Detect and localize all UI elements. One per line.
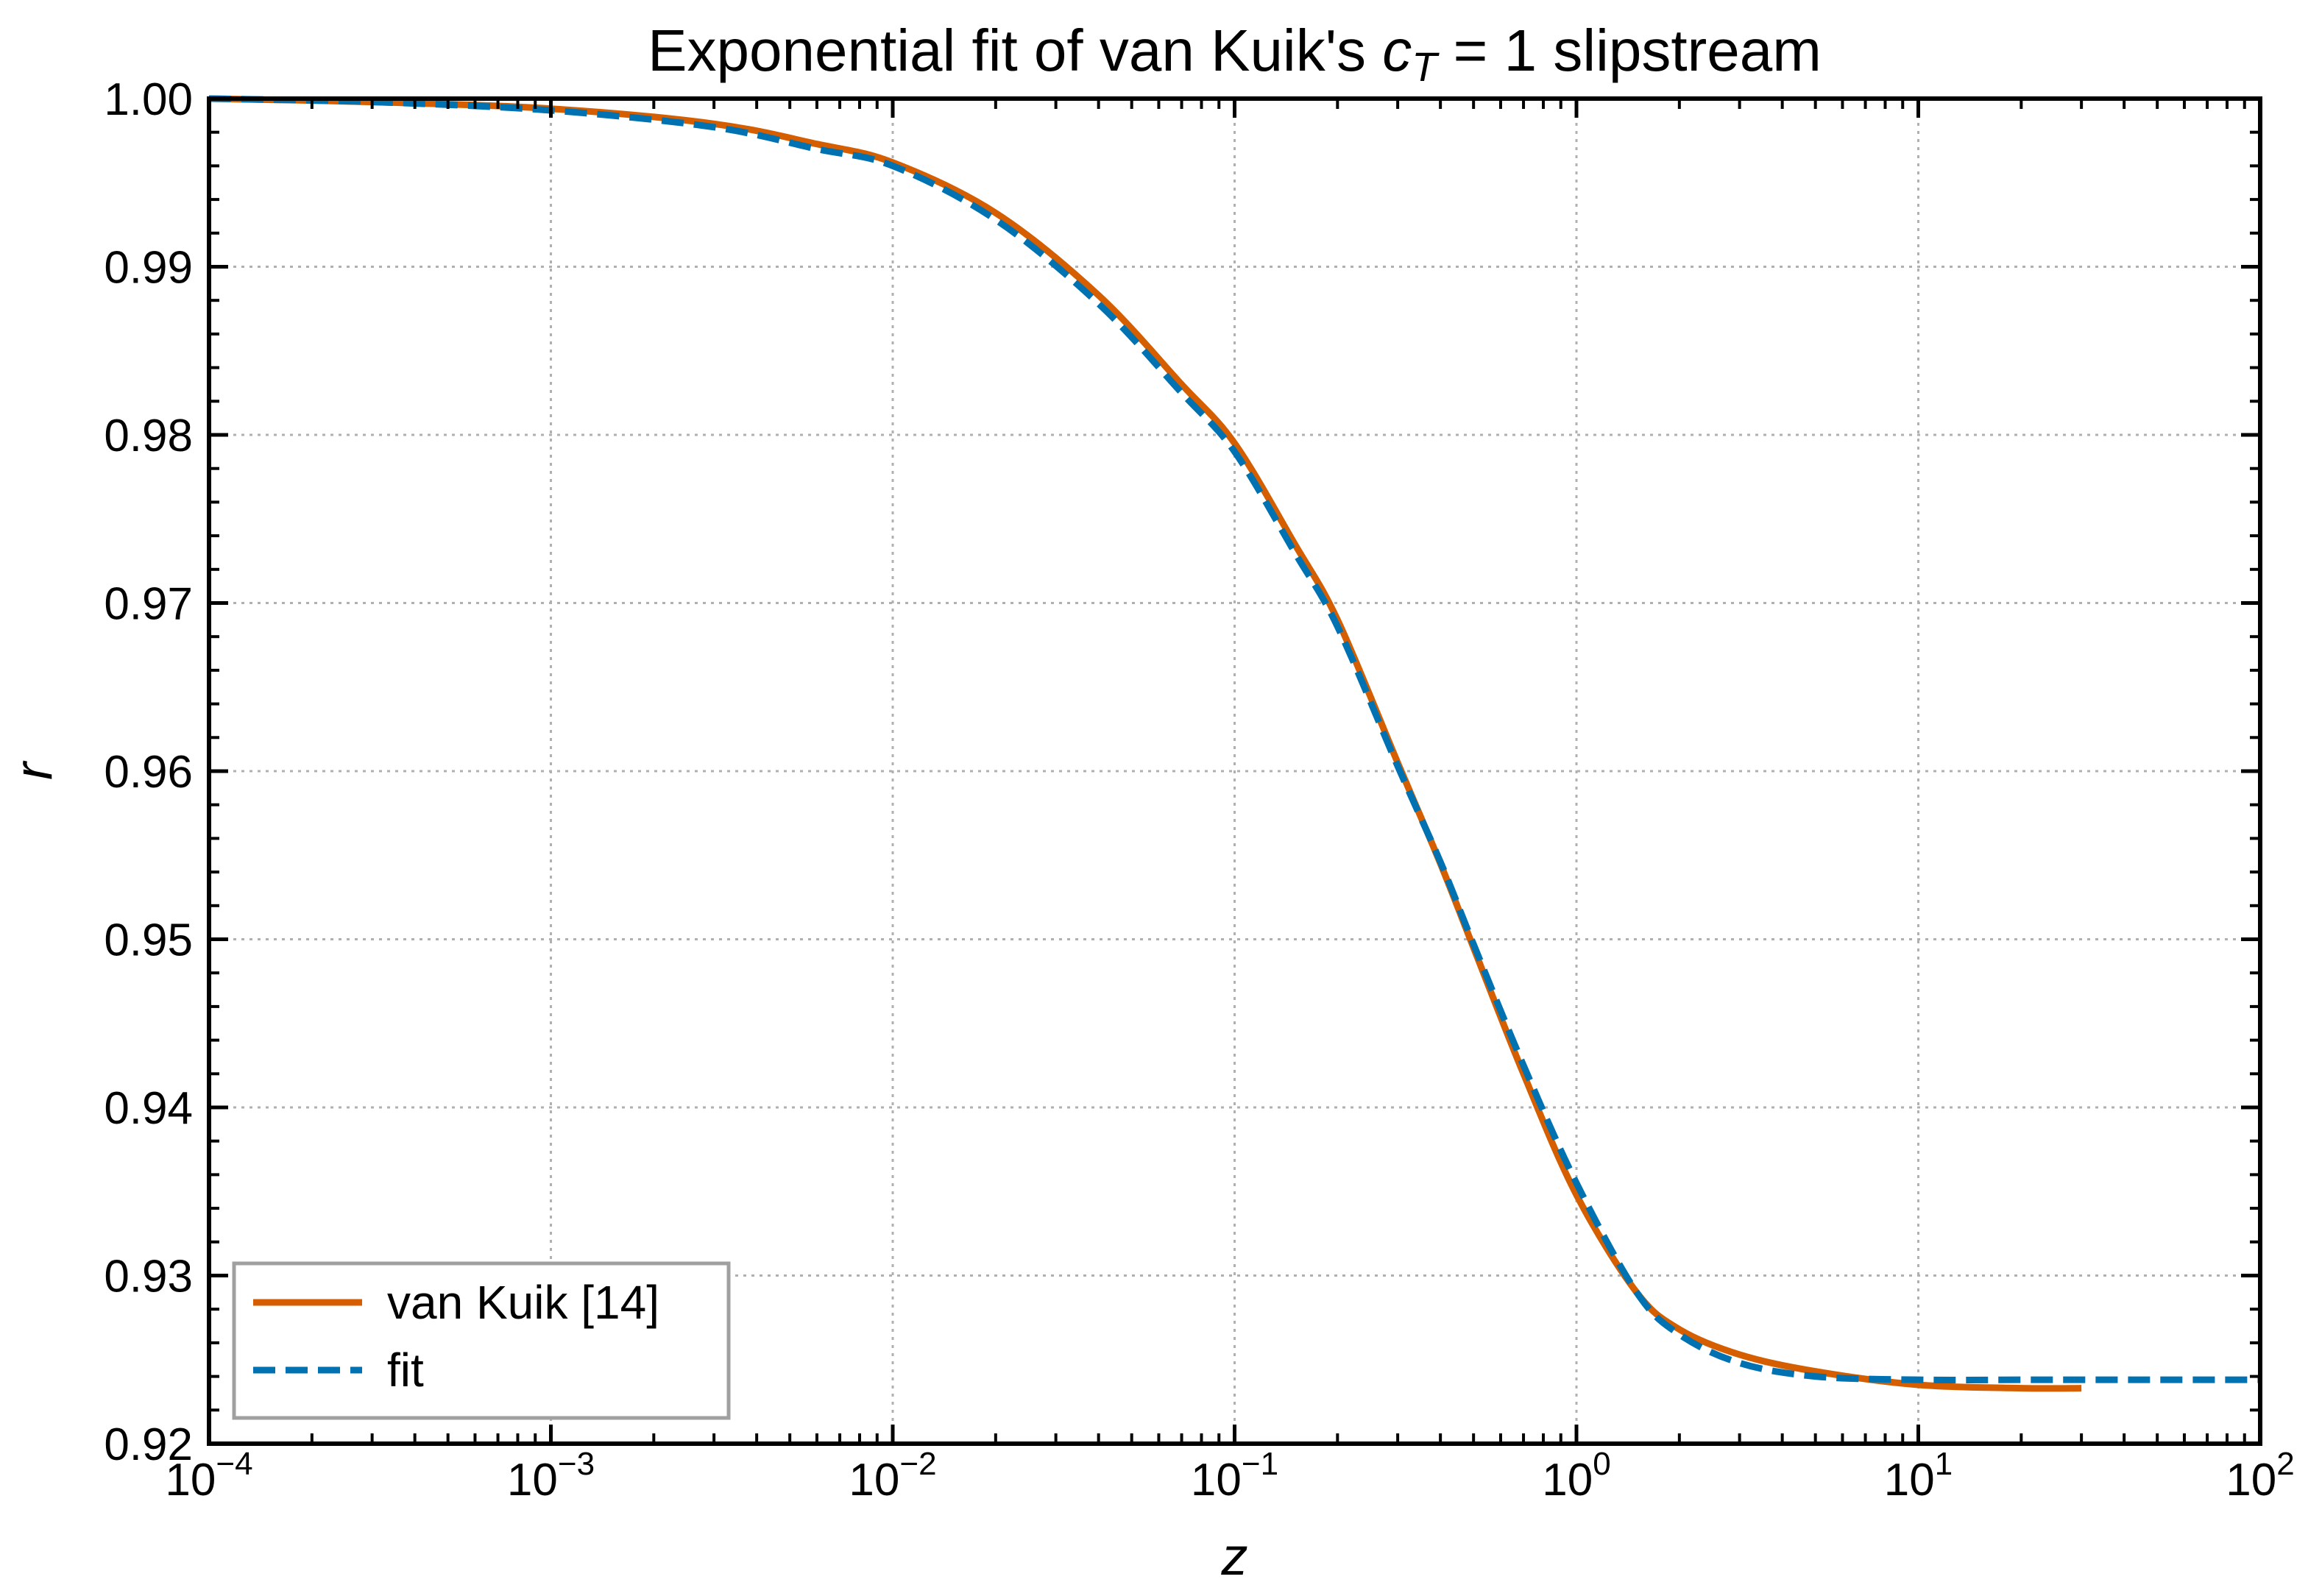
title-var: c bbox=[1382, 18, 1412, 83]
legend-label-fit: fit bbox=[387, 1344, 424, 1397]
y-tick-label: 0.97 bbox=[104, 579, 193, 630]
x-tick-label: 102 bbox=[2226, 1446, 2294, 1505]
legend: van Kuik [14] fit bbox=[232, 1261, 731, 1420]
y-axis-label: r bbox=[4, 760, 63, 780]
x-tick-label: 101 bbox=[1884, 1446, 1953, 1505]
series-lines bbox=[208, 95, 2260, 1392]
y-tick-label: 0.92 bbox=[104, 1419, 193, 1470]
series-line-van-kuik bbox=[208, 95, 2082, 1392]
x-axis-label: z bbox=[1221, 1528, 1248, 1586]
y-tick-label: 0.98 bbox=[104, 411, 193, 461]
chart-title: Exponential fit of van Kuik's cT = 1 sli… bbox=[648, 18, 1822, 90]
x-tick-label: 10−2 bbox=[849, 1446, 936, 1505]
x-tick-label: 10−4 bbox=[165, 1446, 252, 1505]
x-tick-label: 10−1 bbox=[1191, 1446, 1278, 1505]
legend-label-van-kuik: van Kuik [14] bbox=[387, 1276, 659, 1329]
title-subscript: T bbox=[1412, 43, 1440, 90]
y-tick-label: 0.93 bbox=[104, 1252, 193, 1302]
x-tick-label: 10−3 bbox=[507, 1446, 595, 1505]
title-prefix: Exponential fit of van Kuik's bbox=[648, 18, 1382, 83]
grid-lines bbox=[209, 99, 2260, 1444]
plot-frame bbox=[207, 96, 2262, 1446]
series-line-fit bbox=[208, 95, 2260, 1384]
y-tick-label: 0.95 bbox=[104, 915, 193, 966]
tick-labels: 0.92 0.93 0.94 0.95 0.96 0.97 0.98 0.99 1.00 10−4… bbox=[104, 74, 2294, 1505]
y-tick-label: 0.96 bbox=[104, 747, 193, 798]
legend-box bbox=[232, 1261, 731, 1420]
y-tick-label: 0.94 bbox=[104, 1083, 193, 1134]
title-suffix: = 1 slipstream bbox=[1437, 18, 1821, 83]
x-tick-label: 100 bbox=[1542, 1446, 1610, 1505]
y-tick-label: 0.99 bbox=[104, 243, 193, 294]
y-tick-label: 1.00 bbox=[104, 74, 193, 125]
